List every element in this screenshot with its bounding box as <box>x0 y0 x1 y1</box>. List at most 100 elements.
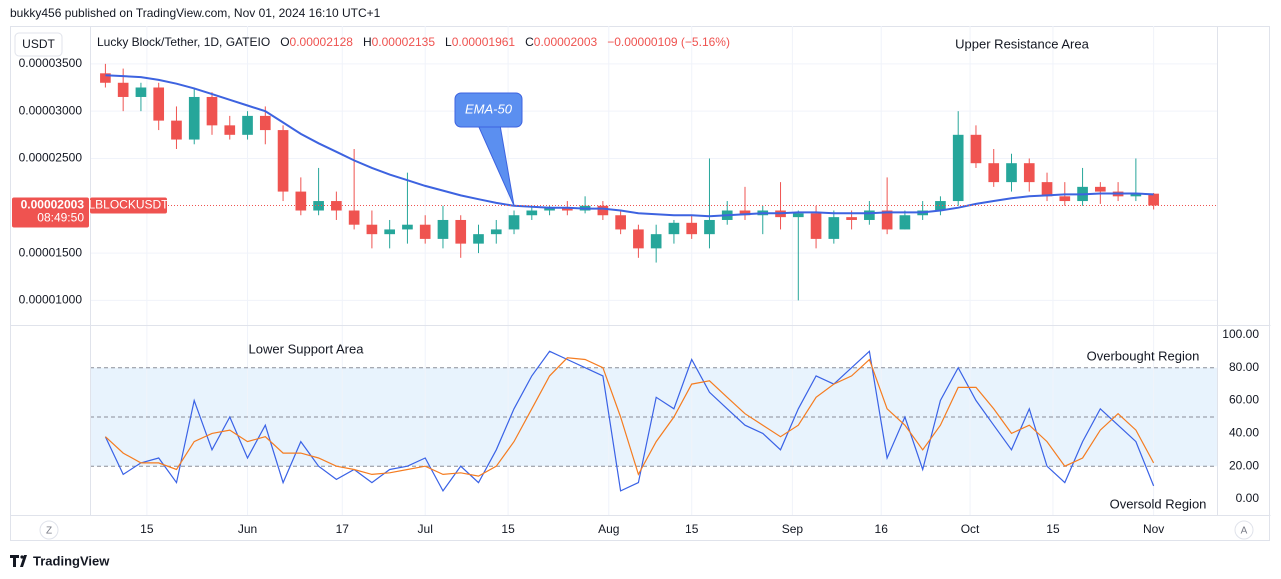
y-tick-label: 0.00003000 <box>19 103 83 117</box>
auto-label: A <box>1241 526 1248 537</box>
currency-label: USDT <box>22 37 55 51</box>
change-value: −0.00000109 (−5.16%) <box>607 35 730 49</box>
candle-body <box>1095 186 1106 192</box>
candle-body <box>402 224 413 230</box>
candle-body <box>188 96 200 140</box>
x-tick-label: Oct <box>961 522 980 536</box>
annotation: Oversold Region <box>1110 496 1207 511</box>
candle-body <box>259 115 271 131</box>
ohlc-label: H <box>362 35 372 49</box>
zoom-button[interactable] <box>39 520 59 540</box>
candle-body <box>970 134 982 164</box>
candle-body <box>135 87 147 97</box>
ohlc-value: 0.00001961 <box>451 35 516 49</box>
symbol-legend: Lucky Block/Tether, 1D, GATEIO O 0.0000212… <box>97 35 736 49</box>
candle-body <box>597 205 609 216</box>
candle-body <box>1023 163 1035 183</box>
candle-body <box>455 219 467 244</box>
candle-body <box>935 201 946 211</box>
candle-body <box>526 210 538 216</box>
candle-body <box>490 229 502 235</box>
x-tick-label: Sep <box>782 522 804 536</box>
candle-body <box>544 207 555 211</box>
candle-body <box>171 120 182 140</box>
series-line <box>104 350 1155 493</box>
countdown-label: 08:49:50 <box>37 211 84 225</box>
ohlc-label: L <box>445 35 452 49</box>
ohlc-label: O <box>280 35 290 49</box>
ohlc-value: 0.00002003 <box>533 35 598 49</box>
x-tick-label: Jun <box>238 522 257 536</box>
candle-body <box>153 87 165 121</box>
x-tick-label: 15 <box>1046 522 1060 536</box>
x-tick-label: Jul <box>418 522 433 536</box>
candle-body <box>224 125 236 135</box>
candle-body <box>295 191 307 211</box>
y-tick-label: 0.00001500 <box>19 245 83 259</box>
ohlc-value: 0.00002135 <box>371 35 436 49</box>
candle-body <box>615 215 626 230</box>
series-line <box>104 357 1155 477</box>
candle-body <box>1148 193 1159 206</box>
candle-body <box>508 215 520 230</box>
candle-body <box>668 222 680 235</box>
callout-pointer <box>477 124 515 206</box>
x-tick-label: 15 <box>501 522 515 536</box>
oscillator-plot <box>104 350 1155 493</box>
y-tick-label: 0.00 <box>1236 491 1260 505</box>
candle-body <box>277 130 289 192</box>
candle-body <box>1006 163 1017 183</box>
symbol-title: Lucky Block/Tether, 1D, GATEIO <box>97 35 271 49</box>
symbol-box <box>90 197 167 214</box>
frame <box>10 26 1270 541</box>
published-note: bukky456 published on TradingView.com, N… <box>10 6 381 20</box>
y-tick-label: 0.00002500 <box>19 151 83 165</box>
candle-body <box>419 224 431 239</box>
candle-body <box>864 210 875 220</box>
x-tick-label: 17 <box>336 522 350 536</box>
x-tick-label: 15 <box>140 522 154 536</box>
candle-body <box>828 217 840 239</box>
symbol-label: LBLOCKUSDT <box>88 198 169 212</box>
candle-body <box>810 213 822 239</box>
currency-button[interactable] <box>14 32 63 57</box>
x-tick-label: 15 <box>685 522 699 536</box>
candle-body <box>846 217 857 220</box>
candle-body <box>206 96 218 126</box>
y-tick-label: 100.00 <box>1222 327 1259 341</box>
y-tick-label: 20.00 <box>1229 458 1259 472</box>
ohlc-label: C <box>525 35 534 49</box>
y-tick-label: 0.00003500 <box>19 56 83 70</box>
candle-body <box>739 210 751 216</box>
candle-body <box>952 134 964 202</box>
candle-body <box>686 222 698 235</box>
brand-name: TradingView <box>33 553 110 568</box>
zoom-label: Z <box>46 526 52 537</box>
auto-button[interactable] <box>1234 520 1254 540</box>
ohlc-value: 0.00002128 <box>289 35 353 49</box>
candle-body <box>1059 196 1071 202</box>
candle-body <box>384 229 395 235</box>
candle-body <box>437 219 449 239</box>
candle-body <box>348 210 360 225</box>
candle-body <box>366 224 378 235</box>
annotation: Overbought Region <box>1087 348 1200 363</box>
candle-body <box>473 234 484 244</box>
candle-body <box>899 215 911 230</box>
x-tick-label: 16 <box>875 522 889 536</box>
candle-body <box>1130 193 1142 197</box>
last-price-label: 0.00002003 <box>21 198 85 212</box>
candle-body <box>100 73 111 83</box>
candle-body <box>242 115 253 135</box>
main-plot <box>100 63 1159 301</box>
brand-logo <box>10 555 27 567</box>
y-tick-label: 40.00 <box>1229 426 1259 440</box>
annotation: Lower Support Area <box>249 341 365 356</box>
callout-label: EMA-50 <box>465 101 513 116</box>
y-tick-label: 0.00001000 <box>19 293 83 307</box>
candle-body <box>704 219 715 235</box>
candle-body <box>650 234 662 249</box>
candle-body <box>562 207 573 211</box>
annotation: Upper Resistance Area <box>955 36 1089 51</box>
